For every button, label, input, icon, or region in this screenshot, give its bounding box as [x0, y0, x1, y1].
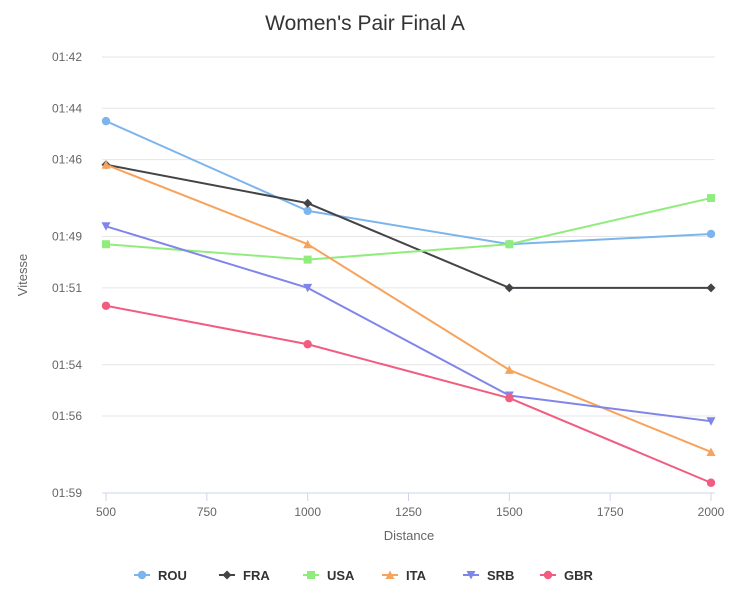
legend-marker-usa: [307, 571, 315, 579]
series-srb: [101, 222, 716, 426]
series-line-usa: [105, 197, 712, 261]
series-gbr: [101, 301, 716, 487]
data-point-fra: [706, 283, 716, 293]
legend-marker-fra: [222, 570, 232, 580]
data-point-ita: [706, 447, 716, 456]
legend-item-rou[interactable]: ROU: [134, 568, 187, 583]
legend-item-gbr[interactable]: GBR: [540, 568, 594, 583]
y-tick-label: 01:54: [52, 358, 82, 372]
data-point-usa: [303, 255, 312, 264]
legend-item-usa[interactable]: USA: [303, 568, 355, 583]
data-point-srb: [706, 417, 716, 426]
legend-label: ROU: [158, 568, 187, 583]
legend-item-fra[interactable]: FRA: [219, 568, 270, 583]
legend-label: USA: [327, 568, 355, 583]
series-fra: [101, 160, 716, 293]
chart-title: Women's Pair Final A: [265, 12, 465, 35]
series-usa: [102, 194, 715, 264]
legend-label: FRA: [243, 568, 270, 583]
data-point-rou: [303, 206, 312, 216]
data-point-gbr: [505, 393, 514, 403]
legend-marker-srb: [466, 571, 476, 580]
x-axis-ticks: 500 750 1000 1250 1500 1750 2000: [96, 493, 725, 519]
series-line-gbr: [105, 304, 712, 484]
y-tick-label: 01:44: [52, 101, 82, 115]
x-axis-title: Distance: [384, 528, 435, 543]
series-rou: [101, 116, 716, 249]
data-point-gbr: [303, 340, 312, 349]
legend-item-srb[interactable]: SRB: [463, 568, 514, 583]
y-tick-label: 01:49: [52, 230, 82, 244]
series-line-rou: [105, 120, 712, 246]
series-line-ita: [105, 163, 712, 453]
x-tick-label: 2000: [698, 505, 725, 519]
data-point-gbr: [101, 301, 111, 310]
y-tick-label: 01:56: [52, 409, 82, 423]
legend-label: GBR: [564, 568, 594, 583]
x-tick-label: 1250: [395, 505, 422, 519]
data-point-fra: [504, 283, 514, 293]
legend-marker-ita: [385, 570, 395, 579]
series-ita: [101, 160, 716, 456]
data-point-ita: [303, 239, 313, 249]
series-line-fra: [105, 163, 711, 289]
x-tick-label: 750: [197, 505, 217, 519]
data-point-rou: [101, 116, 111, 126]
legend-label: SRB: [487, 568, 514, 583]
x-tick-label: 1750: [597, 505, 624, 519]
x-tick-label: 1000: [294, 505, 321, 519]
legend-marker-gbr: [543, 570, 553, 580]
y-tick-label: 01:59: [52, 486, 82, 500]
legend: ROU FRA USA ITA SRB GBR: [134, 568, 594, 583]
x-tick-label: 1500: [496, 505, 523, 519]
data-point-usa: [707, 194, 715, 203]
x-tick-label: 500: [96, 505, 116, 519]
y-tick-label: 01:46: [52, 153, 82, 167]
data-point-fra: [303, 198, 313, 208]
y-tick-label: 01:42: [52, 50, 82, 64]
data-point-ita: [504, 365, 514, 374]
data-point-srb: [303, 283, 313, 293]
data-point-ita: [101, 160, 111, 169]
legend-item-ita[interactable]: ITA: [382, 568, 427, 583]
data-point-usa: [505, 240, 514, 249]
data-point-usa: [102, 240, 110, 249]
y-tick-label: 01:51: [52, 281, 82, 295]
y-axis-ticks: 01:42 01:44 01:46 01:49 01:51 01:54 01:56 01:59: [52, 50, 82, 500]
series-line-srb: [105, 225, 712, 423]
data-point-srb: [101, 222, 111, 231]
y-axis-title: Vitesse: [15, 254, 30, 296]
legend-marker-rou: [137, 570, 147, 580]
series-group: [101, 116, 716, 487]
gridlines: [102, 56, 715, 494]
legend-label: ITA: [406, 568, 427, 583]
data-point-gbr: [706, 478, 716, 487]
data-point-rou: [706, 229, 716, 239]
